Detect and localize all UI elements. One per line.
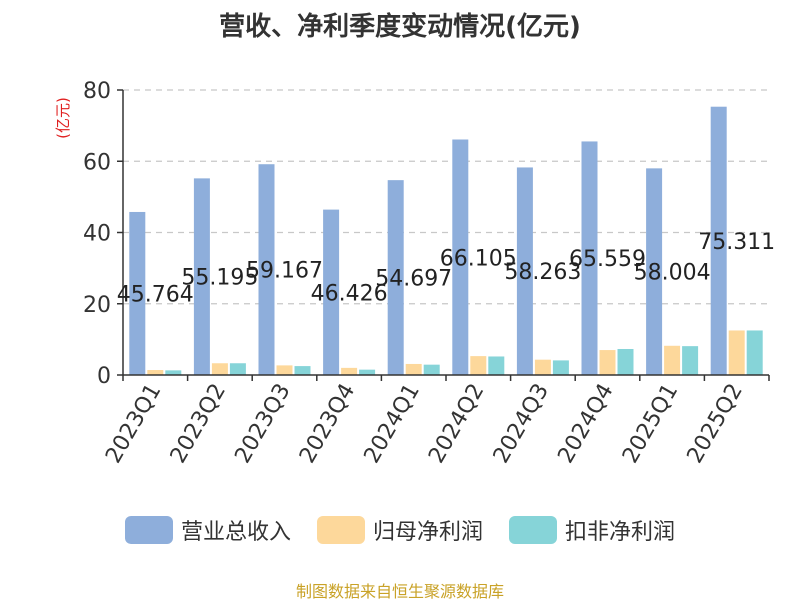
bar — [341, 367, 358, 375]
y-tick-label: 20 — [83, 293, 111, 318]
bar — [323, 209, 340, 375]
bar — [599, 350, 616, 375]
bar — [617, 348, 634, 375]
bar-value-label: 66.105 — [440, 246, 517, 271]
bar — [746, 330, 763, 375]
legend-swatch — [124, 516, 173, 544]
legend-label: 扣非净利润 — [565, 520, 676, 545]
bar-value-label: 45.764 — [117, 282, 194, 307]
bar-value-label: 75.311 — [698, 230, 775, 255]
legend-label: 归母净利润 — [372, 520, 483, 545]
bar — [294, 366, 311, 375]
bar — [359, 369, 376, 375]
x-tick-label: 2023Q4 — [295, 380, 360, 468]
y-tick-label: 0 — [97, 364, 111, 389]
x-tick-label: 2024Q1 — [360, 380, 425, 468]
bar — [581, 141, 598, 375]
bar — [229, 363, 246, 375]
bar — [534, 359, 551, 375]
bar — [258, 164, 275, 375]
x-tick-label: 2025Q1 — [618, 380, 683, 468]
bar-value-label: 59.167 — [246, 259, 323, 284]
bar — [710, 106, 727, 375]
bar — [728, 330, 745, 375]
bar — [452, 139, 469, 375]
bar — [682, 346, 699, 375]
y-tick-label: 40 — [83, 222, 111, 247]
grid-lines — [123, 89, 769, 305]
bar — [488, 356, 505, 375]
bar — [165, 370, 182, 375]
x-tick-label: 2023Q2 — [166, 380, 231, 468]
legend-swatch — [316, 516, 365, 544]
bar — [423, 364, 440, 375]
legend-item: 营业总收入 — [124, 514, 291, 546]
legend-item: 归母净利润 — [316, 514, 483, 546]
bar — [211, 363, 228, 375]
x-tick-label: 2023Q3 — [230, 380, 295, 468]
source-note: 制图数据来自恒生聚源数据库 — [295, 582, 504, 601]
bar — [405, 363, 422, 375]
bar-value-label: 58.004 — [634, 261, 711, 286]
bar-value-label: 54.697 — [375, 267, 452, 292]
legend: 营业总收入 归母净利润 扣非净利润 — [0, 514, 800, 546]
x-tick-label: 2024Q3 — [489, 380, 554, 468]
bar-value-label: 55.195 — [181, 266, 258, 291]
bar — [193, 178, 210, 375]
bars — [129, 106, 763, 375]
legend-label: 营业总收入 — [180, 520, 291, 545]
bar — [552, 360, 569, 375]
bar-value-label: 46.426 — [311, 281, 388, 306]
chart-title: 营收、净利季度变动情况(亿元) — [219, 12, 581, 42]
bar-value-label: 58.263 — [504, 260, 581, 285]
bar — [664, 345, 681, 375]
bar — [646, 168, 663, 375]
x-tick-label: 2024Q2 — [424, 380, 489, 468]
bar — [387, 180, 404, 375]
bar — [147, 370, 164, 375]
y-axis-title: (亿元) — [54, 97, 72, 139]
x-tick-label: 2023Q1 — [101, 380, 166, 468]
bar — [516, 167, 533, 375]
bar — [470, 356, 487, 375]
data-labels: 45.76455.19559.16746.42654.69766.10558.2… — [117, 230, 775, 308]
legend-swatch — [509, 516, 557, 544]
bar-value-label: 65.559 — [569, 247, 646, 272]
y-tick-label: 60 — [83, 150, 111, 175]
legend-item: 扣非净利润 — [509, 514, 675, 546]
bar — [129, 211, 146, 375]
x-tick-label: 2024Q4 — [553, 380, 618, 468]
bar — [276, 365, 293, 375]
x-tick-label: 2025Q2 — [683, 380, 748, 468]
y-tick-label: 80 — [83, 79, 111, 104]
